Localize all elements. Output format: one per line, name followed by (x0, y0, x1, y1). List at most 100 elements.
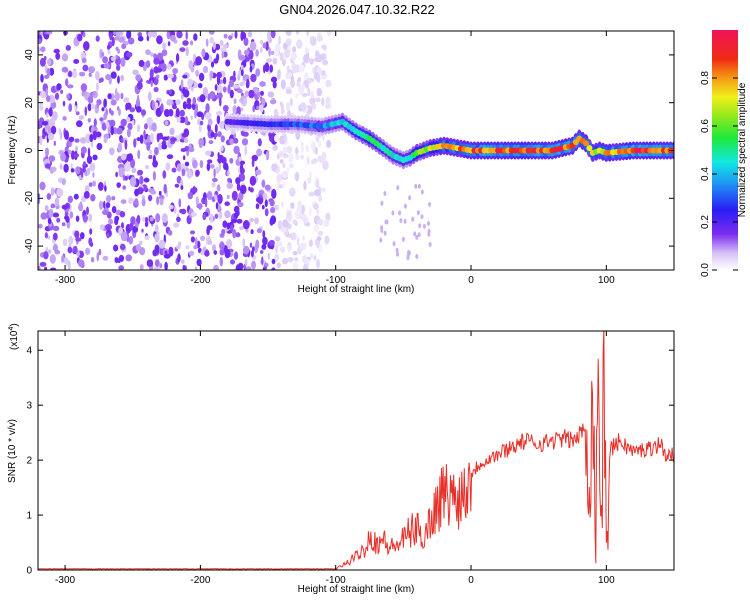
heatmap-noise-speck (65, 78, 69, 87)
heatmap-noise-speck (154, 147, 159, 156)
heatmap-noise-speck (103, 112, 107, 121)
heatmap-noise-speck (314, 97, 321, 103)
heatmap-noise-speck (226, 170, 230, 177)
heatmap-noise-speck (229, 157, 234, 164)
heatmap-noise-speck (50, 267, 57, 270)
heatmap-noise-speck (317, 230, 323, 236)
heatmap-noise-speck (61, 66, 69, 73)
heatmap-noise-speck (137, 32, 143, 37)
heatmap-noise-speck (186, 103, 192, 110)
heatmap-noise-speck (279, 52, 284, 62)
heatmap-noise-speck (210, 131, 215, 138)
heatmap-noise-speck (173, 206, 177, 214)
heatmap-noise-speck (290, 232, 297, 241)
heatmap-noise-speck (101, 52, 105, 57)
heatmap-noise-speck (160, 103, 164, 114)
heatmap-noise-speck (195, 69, 200, 77)
heatmap-noise-speck (52, 212, 60, 218)
heatmap-noise-speck (185, 46, 189, 57)
heatmap-noise-speck (82, 32, 86, 38)
heatmap-noise-speck (93, 90, 96, 96)
heatmap-noise-speck (103, 98, 107, 108)
heatmap-noise-speck (238, 191, 244, 201)
heatmap-noise-speck (210, 70, 214, 79)
heatmap-noise-speck (115, 46, 119, 51)
heatmap-noise-speck (125, 116, 131, 122)
heatmap-noise-speck (80, 169, 84, 178)
heatmap-noise-speck (48, 107, 53, 117)
heatmap-noise-speck (182, 40, 189, 46)
heatmap-noise-speck (70, 150, 75, 160)
heatmap-noise-speck (156, 35, 163, 45)
heatmap-tail-speck (391, 210, 395, 216)
heatmap-noise-speck (233, 212, 239, 219)
heatmap-noise-speck (242, 97, 247, 105)
heatmap-noise-speck (260, 46, 263, 54)
heatmap-noise-speck (168, 246, 174, 257)
heatmap-noise-speck (244, 90, 249, 98)
heatmap-noise-speck (101, 107, 105, 112)
colorbar-ticks: 0.0 0.2 0.4 0.6 0.8 (700, 71, 738, 277)
heatmap-noise-speck (189, 230, 196, 235)
heatmap-noise-speck (61, 53, 69, 62)
heatmap-noise-speck (153, 86, 159, 93)
heatmap-noise-speck (250, 229, 254, 235)
heatmap-noise-speck (179, 209, 183, 214)
heatmap-noise-speck (306, 156, 310, 166)
heatmap-noise-speck (87, 96, 94, 104)
heatmap-noise-speck (301, 204, 305, 214)
heatmap-noise-speck (136, 137, 141, 142)
heatmap-noise-speck (249, 41, 257, 51)
heatmap-noise-speck (186, 97, 192, 104)
heatmap-noise-speck (292, 219, 297, 225)
heatmap-noise-speck (169, 127, 175, 136)
heatmap-noise-speck (248, 186, 251, 191)
heatmap-noise-speck (50, 203, 56, 209)
heatmap-noise-speck (301, 82, 305, 90)
heatmap-noise-speck (259, 40, 264, 45)
heatmap-noise-speck (270, 31, 276, 39)
heatmap-noise-speck (226, 182, 233, 189)
heatmap-tail-speck (380, 225, 384, 231)
heatmap-noise-speck (117, 142, 123, 153)
heatmap-tail-speck (401, 236, 405, 242)
heatmap-noise-speck (87, 118, 91, 123)
heatmap-noise-speck (120, 137, 124, 144)
heatmap-noise-speck (109, 147, 115, 156)
heatmap-tail-speck (418, 223, 422, 229)
heatmap-noise-speck (39, 57, 46, 67)
heatmap-noise-speck (45, 147, 49, 157)
heatmap-noise-speck (151, 31, 158, 38)
heatmap-noise-speck (111, 196, 116, 201)
heatmap-noise-speck (269, 199, 275, 207)
heatmap-noise-speck (114, 215, 120, 222)
heatmap-noise-speck (134, 188, 140, 197)
heatmap-noise-speck (147, 31, 153, 38)
heatmap-noise-speck (156, 196, 160, 206)
heatmap-noise-speck (206, 226, 210, 236)
heatmap-noise-speck (317, 73, 321, 84)
heatmap-noise-speck (224, 201, 230, 206)
heatmap-noise-speck (239, 226, 245, 231)
snr-frame (37, 330, 675, 571)
heatmap-noise-speck (153, 57, 160, 65)
heatmap-noise-speck (67, 246, 73, 254)
heatmap-noise-speck (166, 154, 174, 160)
heatmap-noise-speck (142, 217, 146, 222)
heatmap-noise-speck (271, 267, 276, 270)
heatmap-noise-speck (124, 161, 131, 172)
heatmap-noise-speck (255, 68, 261, 77)
heatmap-noise-speck (68, 236, 74, 245)
snr-x-axis: -300 -200 -100 0 100 (55, 331, 615, 586)
heatmap-noise-speck (136, 81, 143, 90)
heatmap-tail-speck (385, 219, 389, 225)
heatmap-noise-speck (307, 177, 312, 184)
heatmap-noise-speck (236, 218, 243, 224)
heatmap-noise-speck (138, 59, 145, 68)
heatmap-noise-speck (241, 138, 249, 146)
heatmap-noise-speck (116, 182, 121, 188)
heatmap-noise-speck (120, 118, 127, 127)
heatmap-noise-speck (125, 102, 132, 110)
heatmap-noise-speck (64, 130, 69, 140)
heatmap-noise-speck (92, 180, 96, 187)
